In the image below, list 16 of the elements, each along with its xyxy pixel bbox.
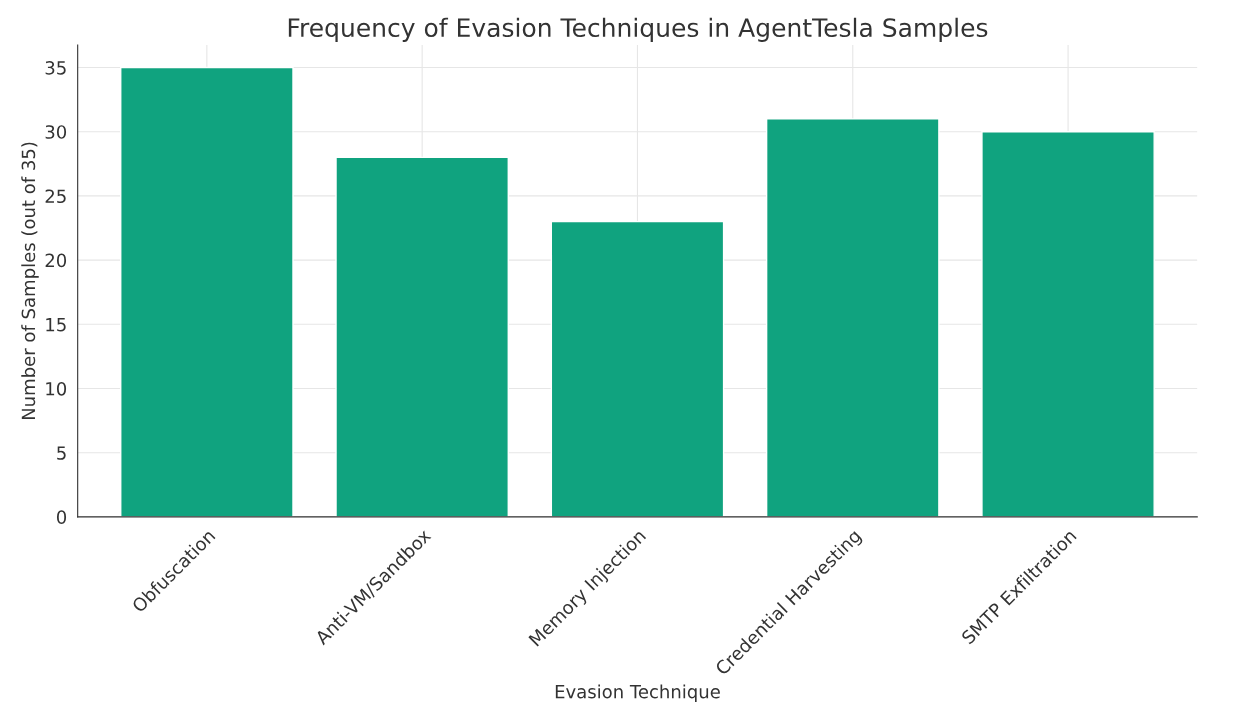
y-axis-title: Number of Samples (out of 35) (21, 142, 39, 420)
y-tick-label: 35 (45, 61, 66, 75)
bar (981, 131, 1155, 517)
bar (765, 118, 940, 517)
y-tick-label: 30 (45, 125, 67, 139)
y-tick-label: 20 (45, 253, 67, 268)
y-tick-label: 0 (56, 510, 67, 525)
y-tick-label: 10 (46, 381, 67, 396)
bar (120, 66, 294, 517)
chart-title: Frequency of Evasion Techniques in AgentTesla Samples (288, 17, 988, 42)
bar (550, 220, 725, 517)
x-axis-title: Evasion Technique (555, 684, 720, 702)
y-tick-label: 25 (45, 189, 66, 204)
y-tick-label: 15 (46, 318, 66, 332)
y-tick-label: 5 (57, 446, 66, 460)
bar (335, 156, 509, 517)
